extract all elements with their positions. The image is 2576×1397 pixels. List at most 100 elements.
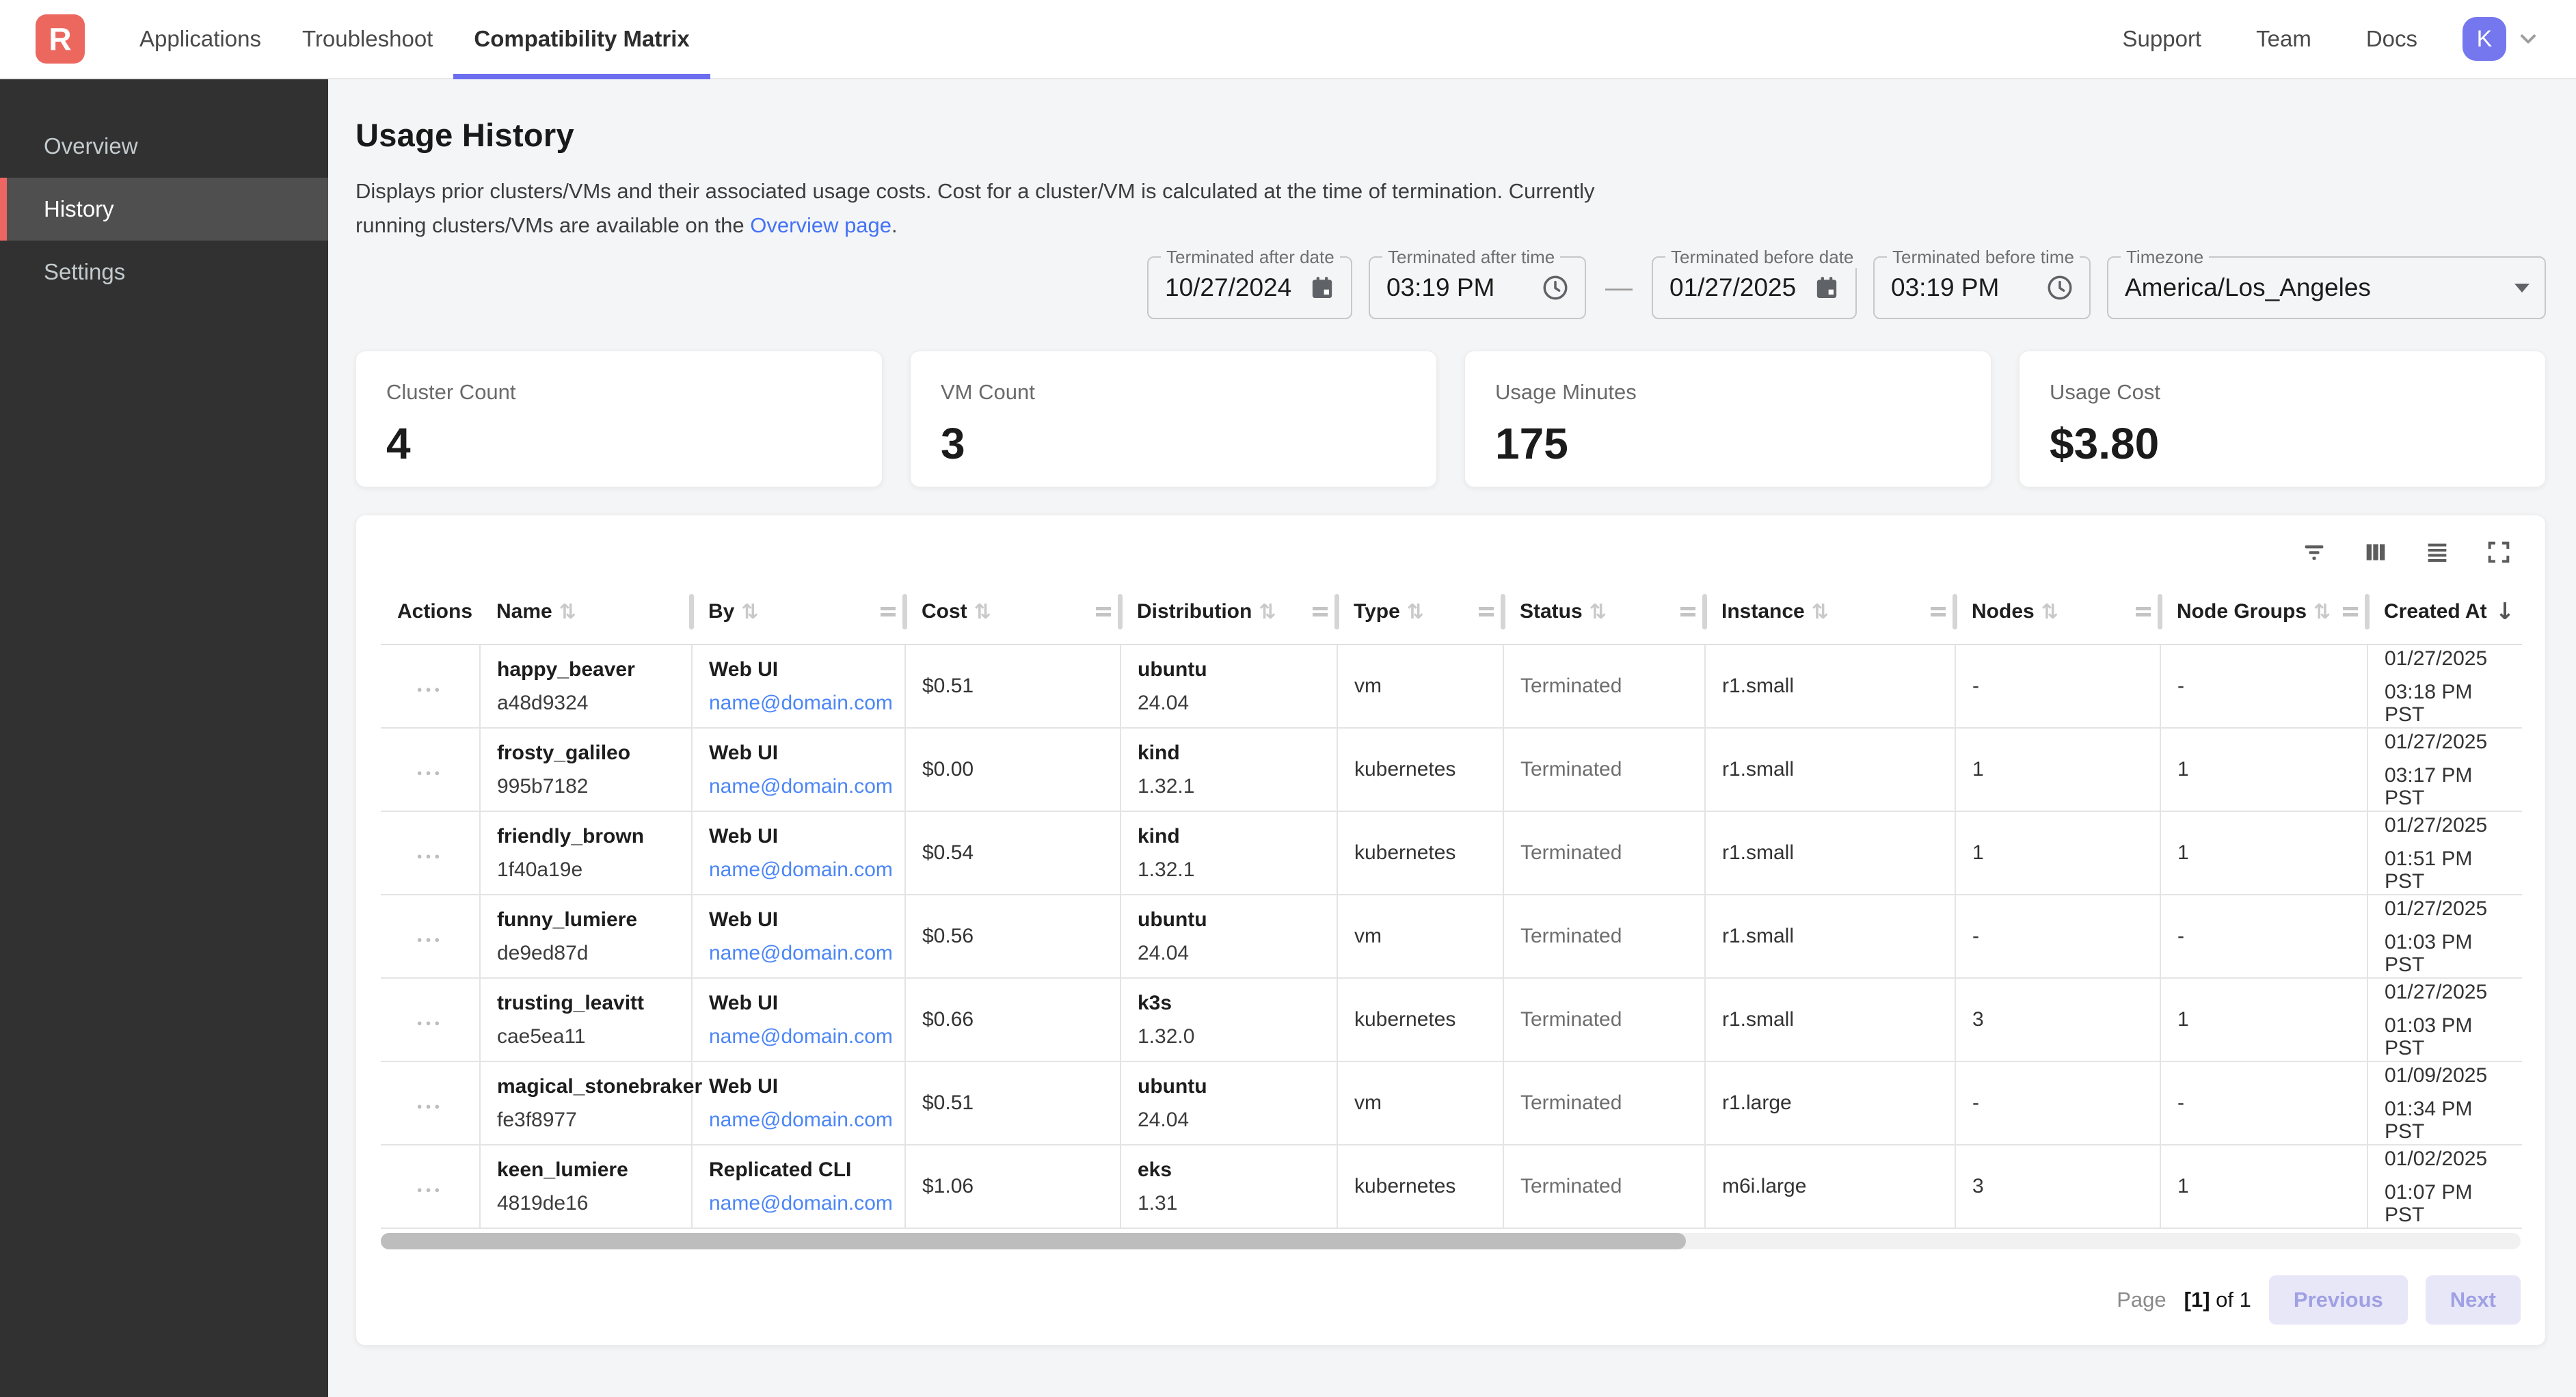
- column-header-by[interactable]: By ⇅: [692, 580, 905, 645]
- sort-icon[interactable]: ⇅: [974, 599, 991, 624]
- sort-icon[interactable]: ⇅: [741, 599, 759, 624]
- density-icon[interactable]: [2424, 539, 2451, 566]
- sort-icon[interactable]: ⇅: [2041, 599, 2058, 624]
- sort-icon[interactable]: ⇅: [1406, 599, 1424, 624]
- column-header-distribution[interactable]: Distribution ⇅: [1121, 580, 1337, 645]
- terminated-after-time-input[interactable]: Terminated after time 03:19 PM: [1369, 247, 1586, 319]
- row-actions-button[interactable]: ●●●: [416, 1101, 444, 1111]
- row-by-email-link[interactable]: name@domain.com: [709, 774, 893, 798]
- cell-type: kubernetes: [1337, 977, 1503, 1061]
- timezone-select[interactable]: Timezone America/Los_Angeles: [2107, 247, 2546, 319]
- sort-icon[interactable]: ⇅: [2313, 599, 2331, 624]
- nav-compatibility-matrix[interactable]: Compatibility Matrix: [453, 0, 711, 79]
- nav-docs[interactable]: Docs: [2365, 26, 2417, 51]
- row-id: a48d9324: [497, 692, 589, 714]
- row-distro: kind: [1138, 742, 1180, 764]
- sidebar-item-history[interactable]: History: [0, 178, 328, 241]
- columns-icon[interactable]: [2362, 539, 2389, 566]
- row-by-email-link[interactable]: name@domain.com: [709, 691, 893, 714]
- calendar-icon[interactable]: [1292, 274, 1336, 301]
- column-header-instance[interactable]: Instance ⇅: [1705, 580, 1955, 645]
- column-menu-icon[interactable]: [2136, 607, 2151, 616]
- row-distro-version: 1.32.1: [1138, 775, 1195, 798]
- column-header-name[interactable]: Name ⇅: [480, 580, 692, 645]
- row-by-email-link[interactable]: name@domain.com: [709, 941, 893, 964]
- column-menu-icon[interactable]: [1313, 607, 1328, 616]
- filter-icon[interactable]: [2300, 539, 2328, 566]
- row-actions-button[interactable]: ●●●: [416, 1184, 444, 1195]
- cell-status: Terminated: [1503, 1061, 1705, 1145]
- sort-icon[interactable]: ⇅: [1589, 599, 1607, 624]
- terminated-after-date-input[interactable]: Terminated after date 10/27/2024: [1147, 247, 1352, 319]
- cell-cost: $0.51: [904, 1061, 1121, 1145]
- column-header-cost[interactable]: Cost ⇅: [905, 580, 1121, 645]
- sort-icon[interactable]: ⇅: [1811, 599, 1829, 624]
- clock-icon[interactable]: [2029, 273, 2074, 302]
- nav-support[interactable]: Support: [2122, 26, 2202, 51]
- column-header-nodes[interactable]: Nodes ⇅: [1955, 580, 2160, 645]
- nav-team[interactable]: Team: [2256, 26, 2311, 51]
- chevron-down-icon: [2516, 27, 2540, 51]
- nav-troubleshoot[interactable]: Troubleshoot: [301, 26, 433, 51]
- avatar: K: [2463, 17, 2506, 61]
- account-menu[interactable]: K: [2463, 17, 2540, 61]
- column-menu-icon[interactable]: [1479, 607, 1494, 616]
- cell-actions: ●●●: [381, 1061, 480, 1145]
- column-menu-icon[interactable]: [1096, 607, 1111, 616]
- logo-letter: R: [49, 21, 72, 57]
- column-menu-icon[interactable]: [881, 607, 896, 616]
- column-menu-icon[interactable]: [1680, 607, 1695, 616]
- row-by-email-link[interactable]: name@domain.com: [709, 1108, 893, 1131]
- page-label: Page: [2117, 1288, 2166, 1312]
- row-actions-button[interactable]: ●●●: [416, 768, 444, 778]
- row-by-email-link[interactable]: name@domain.com: [709, 1191, 893, 1215]
- stat-value: 4: [386, 419, 411, 468]
- sorted-desc-icon[interactable]: ↓: [2495, 598, 2515, 625]
- sidebar-item-settings[interactable]: Settings: [44, 259, 126, 284]
- overview-page-link[interactable]: Overview page: [750, 213, 892, 237]
- column-label: Cost: [922, 600, 967, 623]
- horizontal-scrollbar-track[interactable]: [381, 1233, 2521, 1249]
- clock-icon[interactable]: [1525, 273, 1570, 302]
- column-menu-icon[interactable]: [1931, 607, 1946, 616]
- row-by-email-link[interactable]: name@domain.com: [709, 858, 893, 881]
- cell-name: keen_lumiere 4819de16: [479, 1144, 692, 1229]
- nav-applications[interactable]: Applications: [139, 26, 261, 51]
- previous-page-button[interactable]: Previous: [2268, 1275, 2408, 1325]
- horizontal-scrollbar-thumb[interactable]: [381, 1233, 1687, 1249]
- next-page-button[interactable]: Next: [2425, 1275, 2521, 1325]
- table-toolbar: [381, 528, 2521, 580]
- row-actions-button[interactable]: ●●●: [416, 684, 444, 694]
- row-created-time: 01:03 PM PST: [2385, 930, 2473, 976]
- terminated-before-time-input[interactable]: Terminated before time 03:19 PM: [1873, 247, 2091, 319]
- column-header-created_at[interactable]: Created At ↓: [2367, 580, 2522, 645]
- sort-icon[interactable]: ⇅: [559, 599, 576, 624]
- field-value: 01/27/2025: [1669, 273, 1797, 301]
- column-header-status[interactable]: Status ⇅: [1503, 580, 1705, 645]
- cell-type: kubernetes: [1337, 1144, 1503, 1229]
- cell-nodes: 3: [1955, 1144, 2160, 1229]
- column-menu-icon[interactable]: [2343, 607, 2358, 616]
- cell-by: Web UI name@domain.com: [691, 811, 905, 895]
- row-actions-button[interactable]: ●●●: [416, 851, 444, 861]
- row-created-date: 01/02/2025: [2385, 1147, 2488, 1170]
- row-name: happy_beaver: [497, 658, 635, 681]
- cell-status: Terminated: [1503, 894, 1705, 978]
- column-header-node_groups[interactable]: Node Groups ⇅: [2160, 580, 2367, 645]
- stat-card-usage-minutes: Usage Minutes 175: [1464, 351, 1991, 487]
- row-by-email-link[interactable]: name@domain.com: [709, 1025, 893, 1048]
- sidebar-item-overview[interactable]: Overview: [44, 133, 138, 159]
- cell-actions: ●●●: [381, 894, 480, 978]
- column-header-type[interactable]: Type ⇅: [1337, 580, 1503, 645]
- row-actions-button[interactable]: ●●●: [416, 1018, 444, 1028]
- cell-created-at: 01/02/2025 01:07 PM PST: [2367, 1144, 2522, 1229]
- calendar-icon[interactable]: [1797, 274, 1840, 301]
- cell-node-groups: 1: [2160, 811, 2367, 895]
- replicated-logo[interactable]: R: [36, 14, 85, 64]
- column-label: Name: [496, 600, 552, 623]
- sort-icon[interactable]: ⇅: [1259, 599, 1276, 624]
- row-distro-version: 1.32.0: [1138, 1025, 1195, 1048]
- terminated-before-date-input[interactable]: Terminated before date 01/27/2025: [1652, 247, 1860, 319]
- fullscreen-icon[interactable]: [2485, 539, 2512, 566]
- row-actions-button[interactable]: ●●●: [416, 934, 444, 945]
